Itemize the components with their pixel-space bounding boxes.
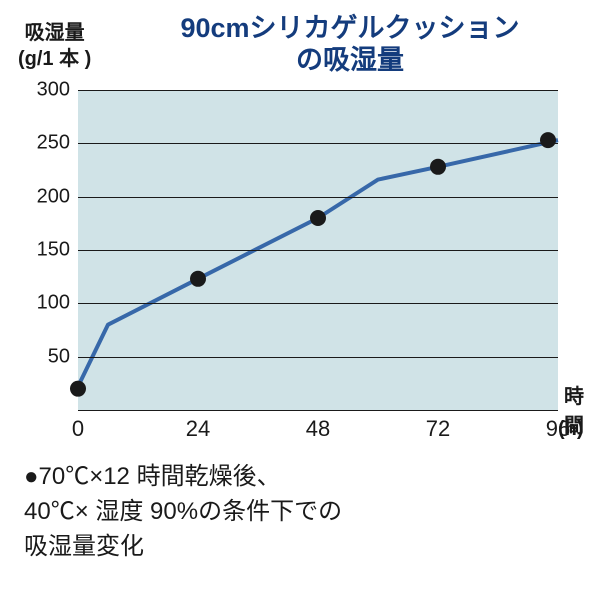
gridline: [78, 250, 558, 251]
x-tick: 0: [72, 416, 84, 442]
gridline: [78, 143, 558, 144]
x-axis-label-2: (h): [558, 418, 584, 441]
x-axis-line: [78, 410, 558, 411]
gridline: [78, 303, 558, 304]
y-axis-label: 吸湿量 (g/1 本 ): [18, 20, 91, 72]
caption-l1: ●70℃×12 時間乾燥後、: [24, 460, 342, 495]
y-tick: 250: [10, 132, 70, 155]
y-axis-label-l2: (g/1 本 ): [18, 46, 91, 72]
data-marker: [310, 210, 326, 226]
x-tick: 24: [186, 416, 210, 442]
data-marker: [190, 271, 206, 287]
y-tick: 100: [10, 292, 70, 315]
chart-caption: ●70℃×12 時間乾燥後、 40℃× 湿度 90%の条件下での 吸湿量変化: [24, 460, 342, 564]
caption-l2: 40℃× 湿度 90%の条件下での: [24, 495, 342, 530]
x-tick: 48: [306, 416, 330, 442]
data-marker: [540, 132, 556, 148]
caption-l3: 吸湿量変化: [24, 530, 342, 565]
data-line: [78, 140, 558, 386]
chart-title: 90cmシリカゲルクッション の吸湿量: [130, 12, 570, 77]
plot-area: 50100150200250300024487296: [78, 90, 558, 410]
gridline: [78, 197, 558, 198]
y-tick: 50: [10, 345, 70, 368]
y-axis-label-l1: 吸湿量: [18, 20, 91, 46]
y-tick: 150: [10, 239, 70, 262]
gridline: [78, 90, 558, 91]
y-tick: 200: [10, 185, 70, 208]
data-marker: [430, 159, 446, 175]
x-tick: 72: [426, 416, 450, 442]
title-line-2: の吸湿量: [130, 44, 570, 76]
title-line-1: 90cmシリカゲルクッション: [130, 12, 570, 44]
data-marker: [70, 381, 86, 397]
gridline: [78, 357, 558, 358]
y-tick: 300: [10, 79, 70, 102]
